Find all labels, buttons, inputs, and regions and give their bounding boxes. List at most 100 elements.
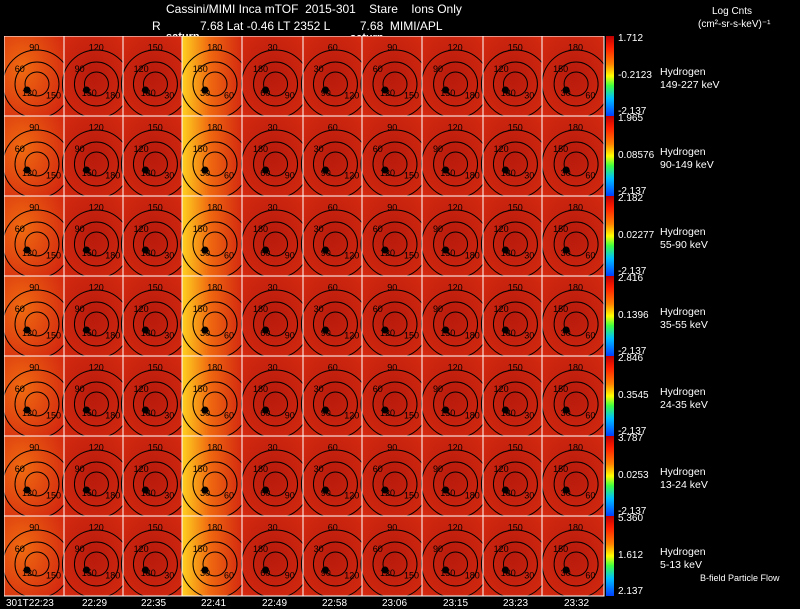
color-bar-max-5: 3.787 (618, 433, 644, 444)
contour-label: 120 (494, 384, 509, 394)
contour-label: 180 (141, 88, 156, 98)
panel-r6-c9: 180 150 60 30 (541, 515, 611, 598)
contour-label: 180 (568, 362, 583, 372)
contour-label: 120 (89, 122, 104, 132)
time-label-1: 22:29 (82, 598, 108, 609)
contour-label: 180 (253, 144, 268, 154)
contour-label: 60 (328, 522, 338, 532)
panel-r3-c2: 150 120 30 180 (120, 275, 190, 359)
color-bar-2 (606, 196, 614, 276)
contour-label: 180 (207, 522, 222, 532)
color-bar-mid-4: 0.3545 (618, 390, 649, 401)
contour-label: 90 (433, 64, 443, 74)
contour-label: 90 (321, 248, 331, 258)
panel-r4-c5: 60 30 120 90 (300, 355, 370, 439)
contour-label: 30 (164, 330, 174, 340)
channel-label-0: Hydrogen 149-227 keV (660, 66, 720, 91)
contour-label: 150 (148, 522, 163, 532)
panel-r5-c5: 60 30 120 90 (300, 435, 370, 519)
contour-label: 150 (46, 410, 61, 420)
channel-label-3: Hydrogen 35-55 keV (660, 306, 708, 331)
contour-label: 150 (82, 408, 97, 418)
contour-label: 120 (89, 522, 104, 532)
contour-label: 180 (465, 490, 480, 500)
contour-label: 180 (207, 122, 222, 132)
contour-label: 150 (148, 122, 163, 132)
contour-label: 90 (75, 144, 85, 154)
contour-label: 30 (200, 328, 210, 338)
color-bar-4 (606, 356, 614, 436)
contour-label: 60 (260, 248, 270, 258)
contour-label: 180 (141, 408, 156, 418)
contour-label: 180 (501, 488, 516, 498)
contour-label: 30 (268, 362, 278, 372)
contour-label: 180 (501, 88, 516, 98)
panel-r2-c4: 30 180 90 60 (241, 195, 311, 279)
panel-r2-c9: 180 150 60 30 (541, 195, 611, 279)
contour-label: 60 (373, 224, 383, 234)
contour-label: 30 (200, 488, 210, 498)
contour-label: 150 (440, 328, 455, 338)
panel-r5-c9: 180 150 60 30 (541, 435, 611, 519)
contour-label: 60 (224, 170, 234, 180)
contour-label: 60 (585, 570, 595, 580)
contour-label: 90 (75, 64, 85, 74)
contour-label: 60 (260, 328, 270, 338)
color-bar-mid-2: 0.02277 (618, 230, 655, 241)
contour-label: 120 (134, 64, 149, 74)
panel-r1-c6: 90 60 150 120 (360, 115, 430, 199)
contour-label: 120 (494, 464, 509, 474)
contour-label: 150 (440, 408, 455, 418)
contour-label: 180 (207, 282, 222, 292)
contour-label: 120 (89, 282, 104, 292)
panel-r3-c9: 180 150 60 30 (541, 275, 611, 359)
contour-label: 90 (321, 328, 331, 338)
contour-label: 60 (373, 384, 383, 394)
contour-label: 120 (344, 490, 359, 500)
contour-label: 90 (285, 570, 295, 580)
time-label-4: 22:49 (262, 598, 288, 609)
units-line-2: (cm²-sr-s-keV)⁻¹ (698, 19, 771, 30)
contour-label: 180 (105, 90, 120, 100)
contour-label: 60 (15, 384, 25, 394)
contour-label: 120 (448, 42, 463, 52)
contour-label: 120 (89, 202, 104, 212)
panel-r3-c0: 90 60 150 120 (4, 275, 72, 359)
contour-label: 60 (260, 568, 270, 578)
contour-label: 60 (373, 304, 383, 314)
contour-label: 150 (404, 490, 419, 500)
contour-label: 30 (268, 522, 278, 532)
color-bar-min-2: -2.137 (618, 266, 647, 277)
contour-label: 150 (148, 442, 163, 452)
contour-label: 60 (15, 64, 25, 74)
contour-label: 120 (494, 64, 509, 74)
contour-label: 120 (494, 544, 509, 554)
contour-label: 60 (585, 330, 595, 340)
contour-label: 150 (553, 224, 568, 234)
panel-r1-c2: 150 120 30 180 (120, 115, 190, 199)
panel-r2-c5: 60 30 120 90 (300, 195, 370, 279)
color-bar-max-0: 1.712 (618, 33, 644, 44)
contour-label: 180 (501, 408, 516, 418)
units-line-1: Log Cnts (712, 6, 753, 17)
contour-label: 180 (105, 570, 120, 580)
contour-label: 30 (524, 330, 534, 340)
contour-label: 120 (134, 144, 149, 154)
contour-label: 150 (148, 42, 163, 52)
panel-r1-c1: 120 90 180 150 (61, 115, 131, 199)
color-bar-mid-3: 0.1396 (618, 310, 649, 321)
contour-label: 150 (440, 488, 455, 498)
panel-r4-c3: 180 150 60 30 (180, 355, 250, 439)
contour-label: 60 (328, 202, 338, 212)
contour-label: 120 (344, 410, 359, 420)
contour-label: 60 (260, 488, 270, 498)
contour-label: 180 (105, 330, 120, 340)
contour-label: 150 (404, 570, 419, 580)
contour-label: 30 (561, 248, 571, 258)
panel-r6-c8: 150 120 30 180 (480, 515, 550, 598)
contour-label: 90 (321, 168, 331, 178)
contour-label: 60 (373, 144, 383, 154)
contour-label: 60 (224, 410, 234, 420)
panel-r0-c0: 90 60 150 120 (4, 36, 72, 119)
contour-label: 150 (440, 168, 455, 178)
